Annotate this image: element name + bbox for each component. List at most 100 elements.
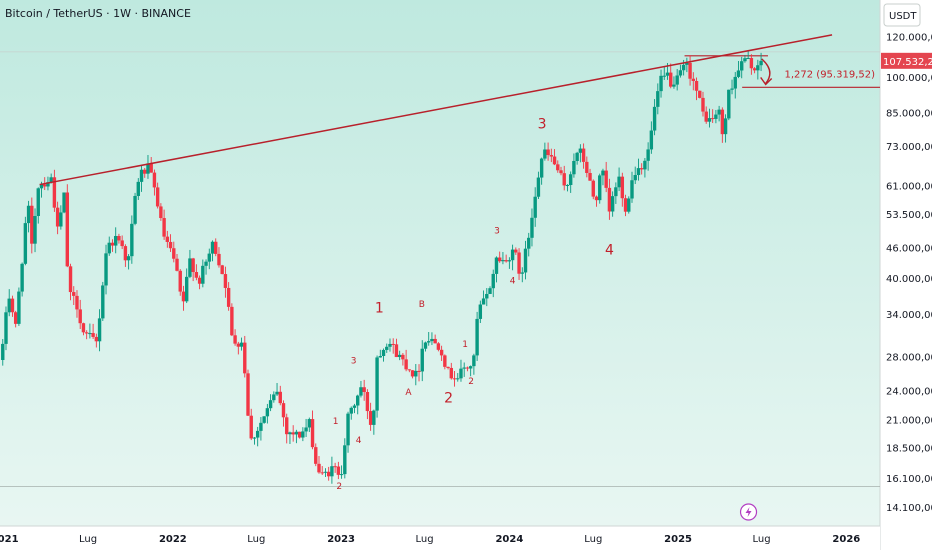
candle-body [497,257,502,262]
candle-body [236,343,241,347]
candle-body [646,149,650,161]
candle-body [630,180,634,199]
candle-body [520,272,524,274]
candle-body [162,218,166,237]
candle-body [468,366,473,369]
candle-body [669,72,673,87]
wave-label: B [419,300,425,310]
wave-label: 4 [510,277,516,287]
candle-body [656,91,660,107]
candle-body [404,359,408,370]
candle-body [275,391,279,395]
candle-body [43,184,47,187]
candle-body [746,58,750,60]
candle-body [84,332,89,334]
candle-body [272,394,276,401]
wave-label: 2 [444,391,453,407]
price-tick: 18.500,00 [886,443,932,454]
candle-body [572,160,576,175]
candle-body [401,354,405,360]
candle-body [594,196,599,201]
candle-body [104,253,108,286]
price-tick: 46.000,00 [886,243,932,254]
candle-body [101,285,105,319]
candle-body [581,148,586,162]
candle-body [410,370,415,377]
candle-body [523,248,528,273]
candle-body [446,366,450,368]
candle-body [704,111,708,122]
candle-body [214,241,218,254]
wave-label: 2 [468,377,474,387]
candle-body [588,172,592,181]
time-tick: 2024 [495,534,523,545]
chart-title: Bitcoin / TetherUS · 1W · BINANCE [5,7,191,20]
candle-body [388,343,392,347]
candle-body [255,430,260,438]
wave-label: 3 [494,226,500,236]
candle-body [665,72,670,76]
candle-body [478,304,483,319]
candle-body [485,293,489,299]
candle-body [488,288,492,294]
candle-body [184,276,189,302]
candle-body [449,367,453,379]
candle-body [481,298,486,305]
candle-body [220,265,224,275]
candle-body [710,118,715,120]
candle-body [78,309,82,324]
candle-body [727,89,731,119]
candle-body [13,312,18,324]
candle-body [23,223,28,264]
price-tick: 53.500,00 [886,210,932,221]
fib-target-arrow [761,58,771,84]
candle-body [114,235,118,246]
candle-body [188,258,192,277]
currency-button[interactable] [883,3,921,27]
candle-body [33,216,37,244]
candle-body [565,185,570,187]
candle-body [4,312,8,344]
candle-body [139,169,144,182]
candle-body [223,274,228,288]
candle-body [262,416,266,423]
candle-body [591,180,595,197]
candle-body [391,343,395,345]
candle-body [281,403,286,418]
candle-body [120,240,124,247]
candle-body [714,114,718,119]
candle-body [249,415,253,439]
price-tick: 34.000,00 [886,310,932,321]
candle-body [559,170,563,174]
candle-body [268,400,273,409]
candle-body [607,187,612,212]
price-tick: 14.100,00 [886,503,932,514]
candle-body [107,242,111,254]
candle-body [749,58,754,69]
candle-body [636,168,641,176]
candle-body [30,205,34,244]
wave-label: 4 [356,436,362,446]
candle-body [94,336,99,342]
time-axis-panel [0,526,880,550]
candle-body [681,64,686,71]
candle-body [26,205,31,224]
candle-body [688,62,692,79]
candle-body [585,161,589,173]
candle-body [17,291,21,324]
candle-body [397,354,402,358]
candle-body [462,367,466,369]
time-tick: Lug [416,534,434,545]
candle-body [678,70,683,76]
candle-body [575,152,579,161]
candle-body [452,378,457,380]
candle-body [707,118,712,122]
candle-body [652,106,657,131]
candle-body [317,463,321,473]
current-price-label: 107.532,27 [883,57,932,68]
candle-body [433,338,437,344]
candle-body [310,419,315,448]
